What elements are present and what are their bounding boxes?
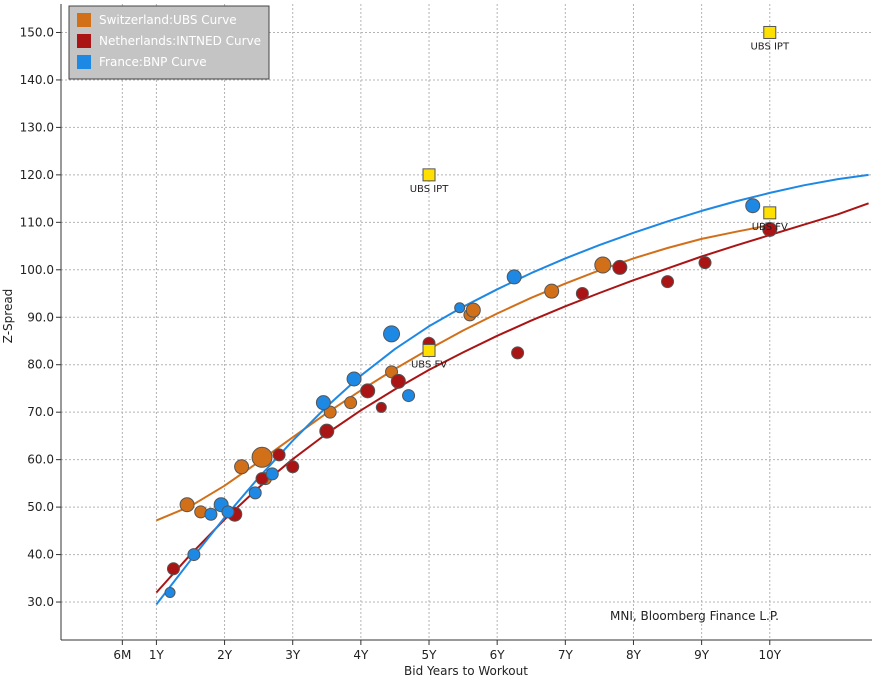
x-tick-label: 4Y (353, 648, 369, 662)
y-tick-label: 90.0 (27, 310, 54, 324)
data-point (575, 287, 589, 301)
legend: Switzerland:UBS Curve Netherlands:INTNED … (68, 5, 270, 80)
x-tick-label: 1Y (149, 648, 165, 662)
data-point (385, 365, 399, 379)
data-point (319, 423, 335, 439)
annotation-marker (763, 25, 777, 39)
legend-swatch (77, 55, 91, 69)
y-tick-label: 100.0 (20, 263, 54, 277)
source-credit: MNI, Bloomberg Finance L.P. (610, 609, 779, 623)
data-point (315, 395, 331, 411)
data-point (383, 325, 401, 343)
annotation-label: UBS IPT (750, 41, 790, 52)
data-point (465, 302, 481, 318)
legend-label: Switzerland:UBS Curve (99, 13, 237, 27)
y-tick-label: 60.0 (27, 453, 54, 467)
data-point (612, 259, 628, 275)
data-point (179, 497, 195, 513)
x-tick-label: 7Y (558, 648, 574, 662)
x-tick-label: 6M (113, 648, 131, 662)
y-tick-label: 120.0 (20, 168, 54, 182)
legend-swatch (77, 13, 91, 27)
annotation-marker (763, 206, 777, 220)
data-point (506, 269, 522, 285)
y-tick-label: 130.0 (20, 120, 54, 134)
data-point (375, 401, 387, 413)
data-point (454, 302, 466, 314)
data-point (286, 460, 300, 474)
y-tick-label: 110.0 (20, 215, 54, 229)
data-point (272, 448, 286, 462)
annotation-label: UBS FV (411, 359, 447, 370)
legend-box (68, 5, 270, 80)
annotation-label: UBS IPT (410, 184, 450, 195)
data-point (594, 256, 612, 274)
x-tick-label: 8Y (626, 648, 642, 662)
data-point (234, 459, 250, 475)
y-tick-label: 150.0 (20, 25, 54, 39)
x-tick-label: 10Y (758, 648, 781, 662)
data-point (265, 467, 279, 481)
data-point (390, 373, 406, 389)
data-point (204, 507, 218, 521)
data-point (221, 505, 235, 519)
x-tick-label: 6Y (490, 648, 506, 662)
annotation-marker (422, 168, 436, 182)
y-tick-label: 50.0 (27, 500, 54, 514)
y-tick-label: 40.0 (27, 548, 54, 562)
data-point (402, 389, 416, 403)
data-point (248, 486, 262, 500)
axes: 30.0 40.0 50.0 60.0 70.0 80.0 90.0 100.0 110.0 12… (20, 4, 872, 662)
data-point (698, 256, 712, 270)
data-point (544, 283, 560, 299)
data-point (511, 346, 525, 360)
data-point (360, 383, 376, 399)
x-tick-label: 5Y (422, 648, 438, 662)
annotation-marker (422, 343, 436, 357)
data-point (661, 275, 675, 289)
x-tick-label: 3Y (285, 648, 301, 662)
x-tick-label: 9Y (694, 648, 710, 662)
data-point (346, 371, 362, 387)
data-point (166, 562, 180, 576)
legend-swatch (77, 34, 91, 48)
x-axis-title: Bid Years to Workout (404, 664, 528, 678)
data-point (344, 396, 358, 410)
y-tick-label: 80.0 (27, 358, 54, 372)
data-point (164, 587, 176, 599)
y-tick-label: 30.0 (27, 595, 54, 609)
y-tick-label: 140.0 (20, 73, 54, 87)
x-tick-label: 2Y (217, 648, 233, 662)
data-point (323, 405, 337, 419)
y-axis-title: Z-Spread (1, 289, 15, 344)
annotation-label: UBS FV (752, 222, 788, 233)
data-point (762, 221, 778, 237)
annotations: UBS IPT UBS FV UBS IPT UBS FV (410, 25, 790, 370)
data-point (187, 548, 201, 562)
data-point (251, 446, 273, 468)
legend-label: Netherlands:INTNED Curve (99, 34, 261, 48)
legend-label: France:BNP Curve (99, 55, 207, 69)
data-point (745, 198, 761, 214)
y-tick-label: 70.0 (27, 405, 54, 419)
